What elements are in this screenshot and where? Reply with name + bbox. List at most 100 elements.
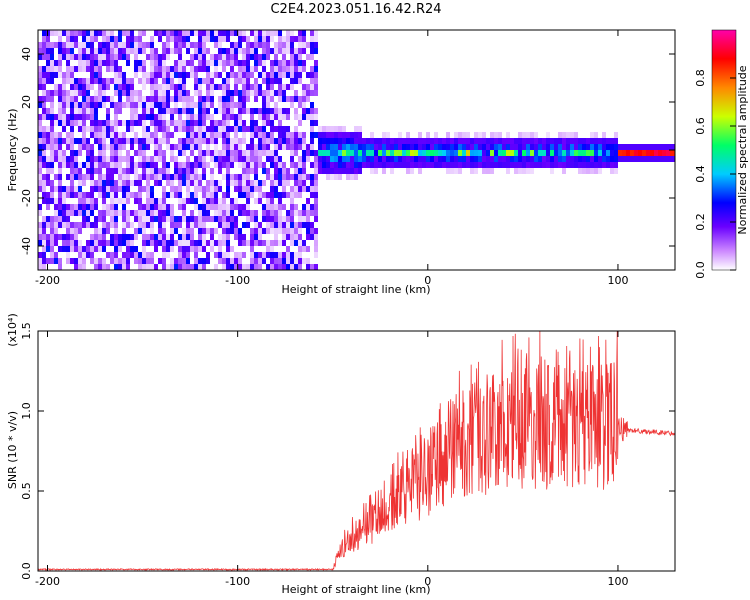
heatmap-cell [162, 42, 166, 48]
heatmap-cell [110, 210, 114, 216]
heatmap-cell [150, 216, 154, 222]
heatmap-cell [146, 240, 150, 246]
heatmap-cell [146, 258, 150, 264]
heatmap-cell [542, 138, 546, 144]
heatmap-cell [166, 42, 170, 48]
heatmap-cell [222, 132, 226, 138]
heatmap-cell [206, 252, 210, 258]
heatmap-cell [234, 84, 238, 90]
heatmap-cell [194, 186, 198, 192]
heatmap-cell [162, 204, 166, 210]
heatmap-cell [234, 102, 238, 108]
heatmap-cell [214, 60, 218, 66]
heatmap-cell [126, 186, 130, 192]
heatmap-cell [662, 150, 666, 156]
heatmap-cell [230, 246, 234, 252]
heatmap-cell [582, 138, 586, 144]
heatmap-cell [54, 138, 58, 144]
heatmap-cell [54, 60, 58, 66]
heatmap-cell [94, 36, 98, 42]
heatmap-cell [66, 90, 70, 96]
heatmap-cell [106, 132, 110, 138]
heatmap-cell [426, 138, 430, 144]
heatmap-cell [194, 30, 198, 36]
heatmap-cell [194, 168, 198, 174]
heatmap-cell [190, 102, 194, 108]
heatmap-cell [74, 30, 78, 36]
heatmap-cell [106, 42, 110, 48]
heatmap-cell [234, 42, 238, 48]
heatmap-cell [590, 162, 594, 168]
heatmap-cell [170, 108, 174, 114]
heatmap-cell [314, 36, 318, 42]
heatmap-cell [110, 162, 114, 168]
heatmap-cell [98, 192, 102, 198]
heatmap-cell [118, 54, 122, 60]
heatmap-cell [106, 240, 110, 246]
heatmap-cell [198, 186, 202, 192]
heatmap-cell [78, 186, 82, 192]
heatmap-cell [466, 144, 470, 150]
heatmap-cell [258, 30, 262, 36]
heatmap-cell [310, 48, 314, 54]
heatmap-cell [130, 90, 134, 96]
heatmap-cell [174, 240, 178, 246]
heatmap-cell [150, 42, 154, 48]
heatmap-cell [262, 192, 266, 198]
heatmap-cell [198, 120, 202, 126]
heatmap-cell [186, 120, 190, 126]
heatmap-cell [74, 156, 78, 162]
heatmap-cell [174, 264, 178, 270]
heatmap-cell [266, 228, 270, 234]
heatmap-cell [306, 198, 310, 204]
heatmap-cell [610, 156, 614, 162]
heatmap-cell [282, 114, 286, 120]
heatmap-cell [82, 162, 86, 168]
heatmap-cell [598, 162, 602, 168]
heatmap-cell [134, 180, 138, 186]
heatmap-cell [402, 150, 406, 156]
heatmap-cell [314, 252, 318, 258]
heatmap-cell [270, 264, 274, 270]
heatmap-cell [318, 162, 322, 168]
heatmap-cell [158, 84, 162, 90]
heatmap-cell [286, 228, 290, 234]
heatmap-cell [274, 222, 278, 228]
heatmap-cell [94, 114, 98, 120]
heatmap-cell [82, 264, 86, 270]
heatmap-cell [166, 108, 170, 114]
heatmap-cell [278, 180, 282, 186]
heatmap-cell [102, 132, 106, 138]
heatmap-cell [142, 174, 146, 180]
heatmap-cell [238, 120, 242, 126]
heatmap-cell [410, 138, 414, 144]
heatmap-cell [134, 48, 138, 54]
heatmap-cell [194, 264, 198, 270]
heatmap-cell [290, 258, 294, 264]
heatmap-cell [246, 174, 250, 180]
heatmap-cell [210, 138, 214, 144]
heatmap-cell [314, 180, 318, 186]
heatmap-cell [290, 150, 294, 156]
heatmap-cell [142, 72, 146, 78]
heatmap-cell [190, 114, 194, 120]
heatmap-cell [546, 132, 550, 138]
heatmap-cell [422, 162, 426, 168]
heatmap-cell [90, 78, 94, 84]
heatmap-cell [606, 138, 610, 144]
heatmap-cell [222, 264, 226, 270]
heatmap-cell [646, 156, 650, 162]
heatmap-cell [62, 84, 66, 90]
heatmap-cell [166, 264, 170, 270]
heatmap-cell [174, 174, 178, 180]
heatmap-cell [42, 138, 46, 144]
heatmap-cell [262, 42, 266, 48]
heatmap-cell [514, 138, 518, 144]
heatmap-cell [42, 126, 46, 132]
heatmap-cell [378, 138, 382, 144]
heatmap-cell [202, 36, 206, 42]
heatmap-cell [310, 204, 314, 210]
heatmap-cell [378, 144, 382, 150]
heatmap-cell [158, 108, 162, 114]
heatmap-cell [230, 138, 234, 144]
